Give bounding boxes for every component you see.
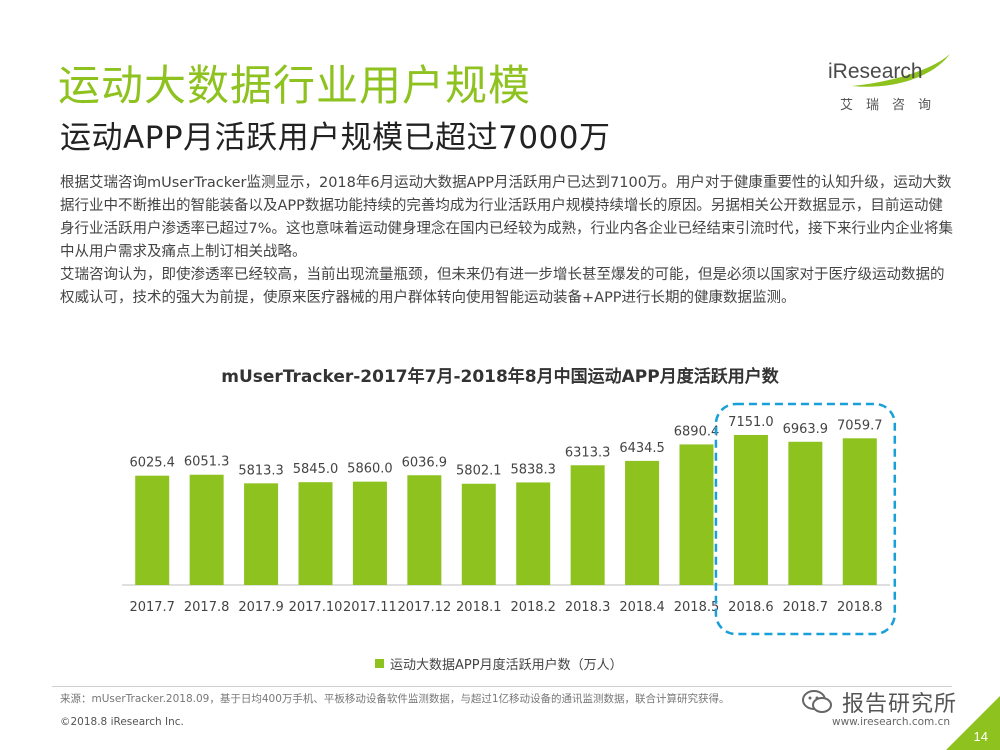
bar-2017.11 xyxy=(352,481,387,585)
iresearch-logo: iResearch 艾瑞咨询 xyxy=(822,48,962,118)
data-label: 6036.9 xyxy=(402,455,448,470)
data-label: 6963.9 xyxy=(783,422,829,437)
bar-2018.5 xyxy=(679,444,714,585)
x-tick-label: 2018.8 xyxy=(837,600,883,615)
chart-title: mUserTracker-2017年7月-2018年8月中国运动APP月度活跃用… xyxy=(221,367,779,387)
chart-legend: 运动大数据APP月度活跃用户数（万人） xyxy=(375,654,623,673)
logo-text: iResearch xyxy=(828,60,923,83)
bar-2017.9 xyxy=(244,483,279,585)
leaf-icon xyxy=(852,54,950,87)
page-number: 14 xyxy=(973,729,988,744)
wechat-icon xyxy=(802,690,832,713)
data-label: 6434.5 xyxy=(619,441,665,456)
data-label: 5860.0 xyxy=(347,462,393,477)
x-tick-label: 2017.7 xyxy=(129,600,175,615)
body-text: 根据艾瑞咨询mUserTracker监测显示，2018年6月运动大数据APP月活… xyxy=(60,172,955,310)
bar-2018.6 xyxy=(733,435,768,585)
x-tick-label: 2017.8 xyxy=(184,600,230,615)
x-tick-label: 2018.2 xyxy=(510,600,556,615)
bar-2017.7 xyxy=(135,475,170,585)
data-label: 7151.0 xyxy=(728,415,774,430)
highlight-box xyxy=(714,402,897,636)
page-title: 运动大数据行业用户规模 xyxy=(58,61,532,110)
logo-subtext: 艾瑞咨询 xyxy=(840,98,945,113)
bar-2018.8 xyxy=(842,438,877,585)
paragraph: 艾瑞咨询认为，即使渗透率已经较高，当前出现流量瓶颈，但未来仍有进一步增长甚至爆发… xyxy=(60,267,945,306)
corner-triangle xyxy=(946,696,1000,750)
data-label: 5813.3 xyxy=(238,463,284,478)
x-tick-label: 2017.11 xyxy=(343,600,397,615)
x-tick-label: 2018.1 xyxy=(456,600,502,615)
x-tick-label: 2017.9 xyxy=(238,600,284,615)
watermark-text: 报告研究所 xyxy=(842,692,958,717)
data-label: 7059.7 xyxy=(837,418,883,433)
website: www.iresearch.com.cn xyxy=(832,716,951,728)
x-tick-label: 2018.6 xyxy=(728,600,774,615)
copyright: ©2018.8 iResearch Inc. xyxy=(60,716,184,728)
bar-2018.3 xyxy=(570,465,605,585)
bar-chart: 6025.4 2017.7 6051.3 2017.8 5813.3 2017.9 5845… xyxy=(122,402,897,636)
x-tick-label: 2018.4 xyxy=(619,600,665,615)
bar-2018.7 xyxy=(788,441,823,585)
bar-2017.12 xyxy=(407,475,442,585)
x-tick-label: 2018.7 xyxy=(783,600,829,615)
bar-2017.10 xyxy=(298,482,333,585)
footer-divider xyxy=(52,686,952,687)
data-label: 6313.3 xyxy=(565,445,611,460)
watermark: 报告研究所 xyxy=(800,686,957,718)
data-label: 6025.4 xyxy=(129,456,175,471)
legend-label: 运动大数据APP月度活跃用户数（万人） xyxy=(390,658,623,673)
bar-2018.1 xyxy=(461,483,496,585)
data-label: 5845.0 xyxy=(293,462,339,477)
x-tick-label: 2017.12 xyxy=(397,600,451,615)
x-tick-label: 2017.10 xyxy=(289,600,343,615)
data-label: 5802.1 xyxy=(456,464,502,479)
data-label: 5838.3 xyxy=(510,462,556,477)
source-note: 来源：mUserTracker.2018.09，基于日均400万手机、平板移动设… xyxy=(60,693,730,705)
page-subtitle: 运动APP月活跃用户规模已超过7000万 xyxy=(60,120,611,156)
data-label: 6051.3 xyxy=(184,455,230,470)
page-corner: 14 xyxy=(940,690,1000,750)
legend-swatch xyxy=(375,659,384,668)
bar-2017.8 xyxy=(189,474,224,585)
x-tick-label: 2018.3 xyxy=(565,600,611,615)
bar-2018.4 xyxy=(625,460,660,585)
x-tick-label: 2018.5 xyxy=(674,600,720,615)
data-label: 6890.4 xyxy=(674,424,720,439)
bar-2018.2 xyxy=(516,482,551,585)
paragraph: 根据艾瑞咨询mUserTracker监测显示，2018年6月运动大数据APP月活… xyxy=(60,175,953,260)
